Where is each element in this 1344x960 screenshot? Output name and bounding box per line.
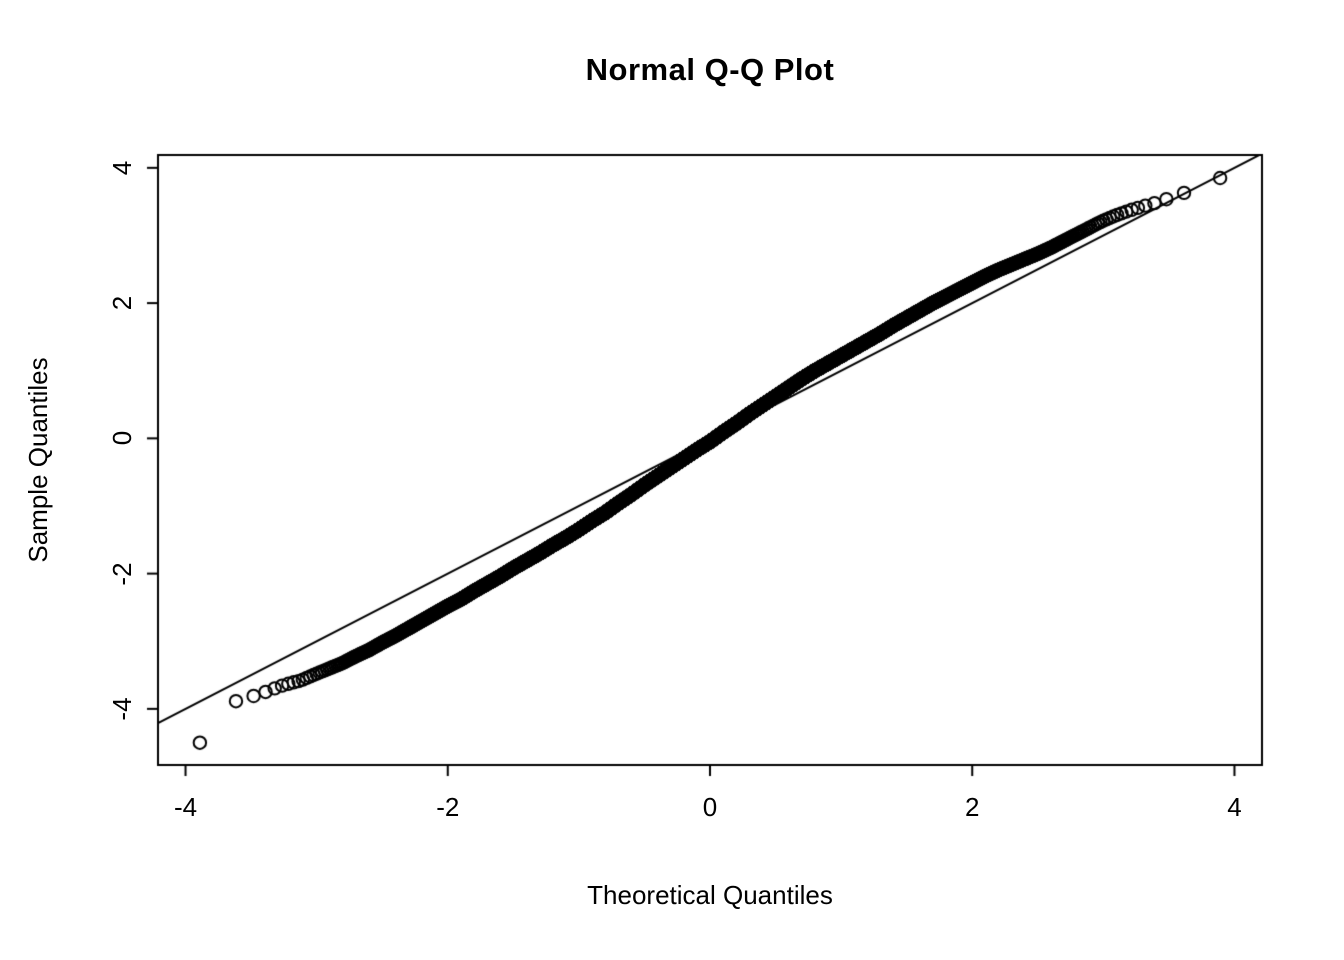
x-tick-label: 0: [702, 792, 718, 822]
x-tick-label: -2: [436, 792, 460, 822]
x-tick-label: 2: [964, 792, 980, 822]
y-tick-label: 0: [107, 431, 137, 446]
y-tick-label: 2: [107, 295, 137, 311]
y-axis-title: Sample Quantiles: [23, 357, 53, 563]
y-tick-label: -4: [107, 697, 137, 721]
x-tick-label: 4: [1227, 792, 1242, 822]
x-axis-title: Theoretical Quantiles: [587, 880, 833, 910]
chart-title: Normal Q-Q Plot: [585, 52, 835, 87]
y-tick-label: -2: [107, 562, 137, 586]
x-tick-label: -4: [173, 792, 198, 822]
y-tick-label: 4: [107, 160, 137, 176]
